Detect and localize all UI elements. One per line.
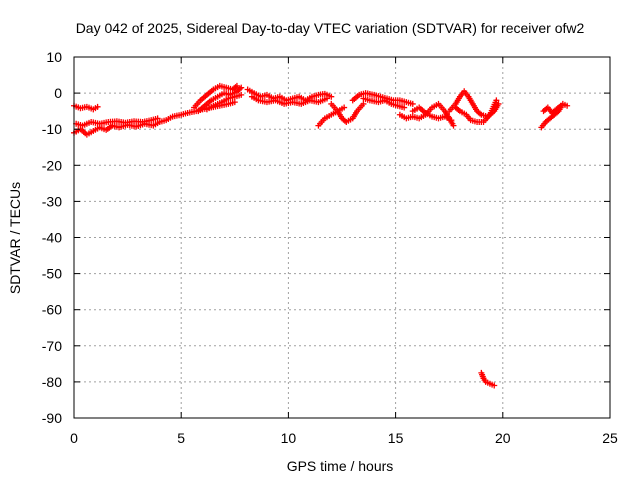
data-point	[328, 93, 335, 100]
data-point	[448, 117, 455, 124]
y-tick-label: -90	[42, 410, 62, 426]
x-tick-label: 5	[177, 430, 185, 446]
x-tick-label: 20	[495, 430, 511, 446]
y-tick-label: -30	[42, 193, 62, 209]
data-segment	[409, 104, 455, 124]
y-tick-label: -20	[42, 157, 62, 173]
y-tick-label: 10	[46, 49, 62, 65]
data-segment	[328, 100, 367, 125]
y-tick-label: -10	[42, 121, 62, 137]
grid-lines	[74, 57, 610, 418]
data-point	[231, 99, 238, 106]
chart-title: Day 042 of 2025, Sidereal Day-to-day VTE…	[76, 20, 585, 36]
x-axis-label: GPS time / hours	[287, 458, 394, 474]
y-tick-label: -40	[42, 230, 62, 246]
data-segment	[478, 369, 498, 389]
data-point	[360, 100, 367, 107]
data-segment	[71, 102, 101, 113]
y-axis-label: SDTVAR / TECUs	[7, 182, 23, 294]
x-tick-label: 15	[388, 430, 404, 446]
data-segment	[71, 99, 238, 138]
data-segment	[360, 95, 408, 111]
data-point	[401, 104, 408, 111]
y-tick-label: -50	[42, 266, 62, 282]
data-point	[233, 82, 240, 89]
data-segment	[540, 102, 564, 116]
data-point	[491, 382, 498, 389]
data-point	[564, 102, 571, 109]
y-tick-label: 0	[54, 85, 62, 101]
data-point	[94, 103, 101, 110]
data-point	[154, 115, 161, 122]
data-segment	[73, 115, 161, 129]
axis-ticks: 0 5 10 15 20 25 10 0 -10 -20 -30 -40 -50 -60 -70 -80 -90	[42, 49, 618, 446]
data-segment	[203, 91, 245, 113]
data-segment	[396, 100, 457, 129]
data-point	[557, 102, 564, 109]
data-segment	[248, 93, 330, 107]
data-point	[493, 97, 500, 104]
data-point	[450, 122, 457, 129]
data-point	[323, 95, 330, 102]
y-tick-label: -60	[42, 302, 62, 318]
data-series-sdtvar	[71, 82, 571, 389]
data-point	[238, 91, 245, 98]
y-tick-label: -80	[42, 374, 62, 390]
data-segment	[191, 82, 240, 111]
y-tick-label: -70	[42, 338, 62, 354]
x-tick-label: 0	[70, 430, 78, 446]
data-segment	[452, 97, 500, 125]
x-tick-label: 10	[281, 430, 297, 446]
data-point	[341, 104, 348, 111]
data-point	[409, 100, 416, 107]
data-point	[238, 84, 245, 91]
x-tick-label: 25	[602, 430, 618, 446]
